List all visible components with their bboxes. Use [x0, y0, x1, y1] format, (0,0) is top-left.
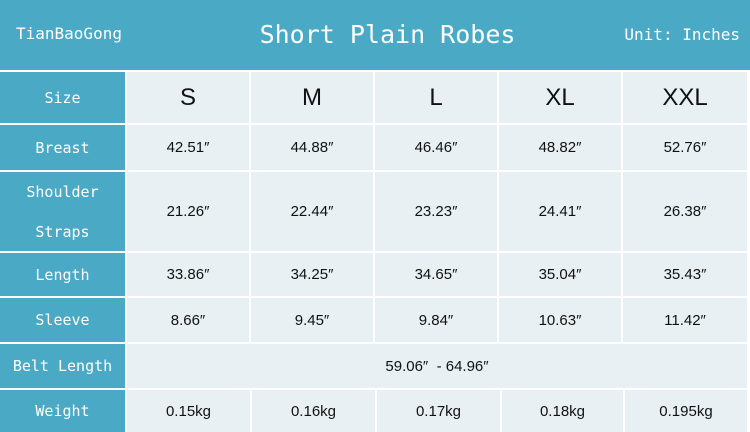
table-cell: 10.63″	[499, 298, 621, 342]
table-cell: 46.46″	[375, 125, 497, 170]
belt-length-value: 59.06″ - 64.96″	[127, 344, 747, 388]
row-label-belt-length: Belt Length	[0, 344, 125, 388]
page-title: Short Plain Robes	[259, 20, 516, 49]
table-cell: 8.66″	[127, 298, 249, 342]
table-cell: 35.04″	[499, 253, 621, 296]
size-header-xxl: XXL	[623, 72, 747, 123]
weight-cell: 0.16kg	[252, 390, 375, 432]
table-cell: 9.45″	[251, 298, 373, 342]
table-cell: 26.38″	[623, 172, 747, 251]
weight-cell: 0.17kg	[377, 390, 500, 432]
table-cell: 21.26″	[127, 172, 249, 251]
table-cell: 52.76″	[623, 125, 747, 170]
size-header-l: L	[375, 72, 497, 123]
row-label-breast: Breast	[0, 125, 125, 170]
label-line: Shoulder	[26, 182, 99, 201]
row-label-length: Length	[0, 253, 125, 296]
row-label-weight: Weight	[0, 390, 125, 432]
chart-header: TianBaoGong Short Plain Robes Unit: Inch…	[0, 0, 750, 70]
size-header-m: M	[251, 72, 373, 123]
table-cell: 33.86″	[127, 253, 249, 296]
weight-row: 0.15kg 0.16kg 0.17kg 0.18kg 0.195kg	[127, 390, 747, 432]
label-line: Straps	[35, 222, 90, 241]
unit-label: Unit: Inches	[624, 25, 740, 44]
brand-name: TianBaoGong	[16, 24, 122, 43]
table-cell: 48.82″	[499, 125, 621, 170]
table-cell: 24.41″	[499, 172, 621, 251]
table-cell: 23.23″	[375, 172, 497, 251]
size-header-s: S	[127, 72, 249, 123]
weight-cell: 0.195kg	[625, 390, 747, 432]
table-cell: 22.44″	[251, 172, 373, 251]
table-cell: 34.25″	[251, 253, 373, 296]
table-cell: 34.65″	[375, 253, 497, 296]
size-table: Size S M L XL XXL Breast 42.51″ 44.88″ 46.46″ 48.8…	[0, 72, 750, 432]
table-cell: 9.84″	[375, 298, 497, 342]
weight-cell: 0.18kg	[502, 390, 623, 432]
table-cell: 11.42″	[623, 298, 747, 342]
table-cell: 42.51″	[127, 125, 249, 170]
row-label-shoulder-straps: Shoulder Straps	[0, 172, 125, 251]
table-cell: 35.43″	[623, 253, 747, 296]
row-label-size: Size	[0, 72, 125, 123]
size-header-xl: XL	[499, 72, 621, 123]
row-label-sleeve: Sleeve	[0, 298, 125, 342]
weight-cell: 0.15kg	[127, 390, 250, 432]
table-cell: 44.88″	[251, 125, 373, 170]
